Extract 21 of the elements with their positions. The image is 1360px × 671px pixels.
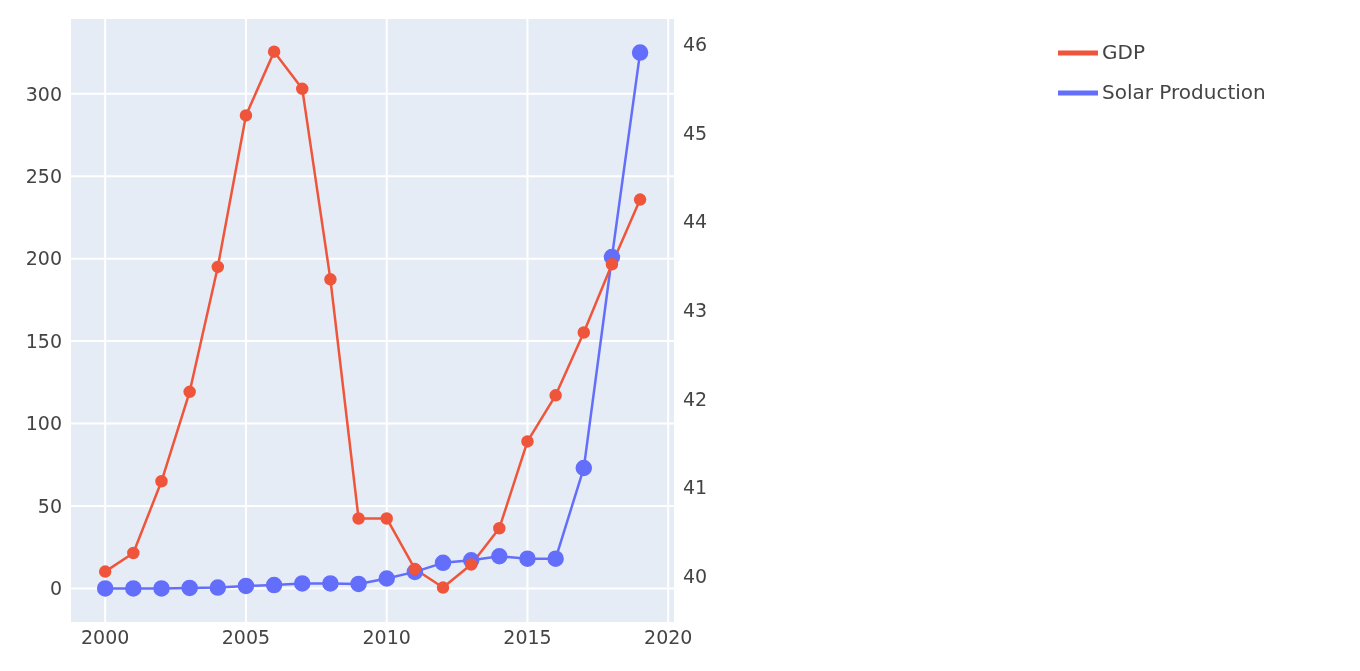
x-tick-label: 2005 (221, 626, 271, 649)
x-tick-label: 2010 (362, 626, 411, 649)
y-tick-label: 250 (25, 165, 62, 187)
x-tick-label: 2015 (503, 626, 552, 649)
x-tick-label: 2020 (644, 626, 693, 649)
x-tick-label: 2000 (81, 626, 130, 649)
y2-tick-label: 41 (683, 476, 708, 499)
y2-tick-label: 45 (683, 121, 708, 144)
y-tick-label: 50 (37, 494, 62, 517)
y2-tick-label: 42 (683, 387, 708, 410)
y2-tick-label: 40 (683, 564, 708, 587)
y2-tick-label: 46 (683, 33, 708, 56)
legend-label: GDP (1102, 39, 1145, 64)
y-tick-label: 0 (49, 577, 62, 600)
y-tick-label: 150 (25, 329, 62, 352)
y-tick-label: 100 (25, 412, 62, 435)
y2-tick-label: 43 (683, 299, 708, 322)
y-tick-label: 300 (25, 82, 62, 105)
legend-label: Solar Production (1102, 79, 1266, 104)
y2-tick-label: 44 (683, 210, 708, 233)
y-tick-label: 200 (25, 247, 62, 270)
